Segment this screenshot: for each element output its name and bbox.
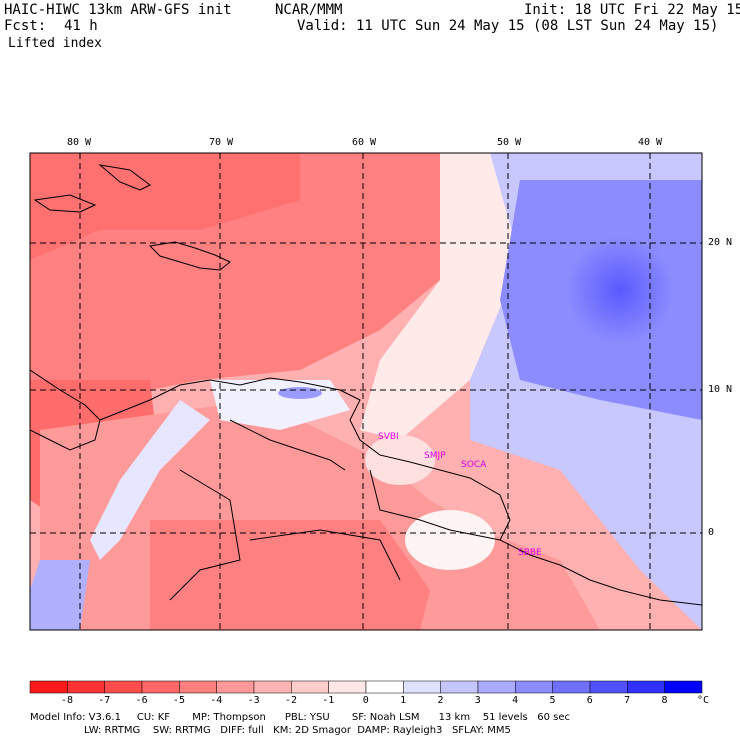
lat-label: 20 N: [708, 237, 733, 248]
colorbar-cell: [515, 680, 553, 694]
lon-label: 70 W: [209, 137, 234, 148]
colorbar-tick-label: 4: [512, 695, 519, 706]
colorbar-cell: [67, 680, 105, 694]
lon-label: 60 W: [352, 137, 377, 148]
colorbar-cell: [627, 680, 665, 694]
map-frame: [29, 152, 703, 631]
lon-label: 50 W: [497, 137, 522, 148]
colorbar-cell: [291, 680, 329, 694]
colorbar-cell: [552, 680, 591, 694]
station-label: SVBI: [378, 432, 399, 442]
colorbar-tick-label: -3: [247, 695, 260, 706]
field-shading: [30, 153, 702, 630]
coastlines: [30, 164, 702, 606]
colorbar-tick-label: -4: [210, 695, 223, 706]
lat-lon-grid: [30, 153, 702, 630]
valid-time: Valid: 11 UTC Sun 24 May 15 (08 LST Sun …: [297, 18, 719, 34]
colorbar-tick-label: 2: [437, 695, 444, 706]
colorbar-cell: [253, 680, 292, 694]
colorbar-tick-label: 8: [661, 695, 668, 706]
colorbar-tick-label: -8: [60, 695, 73, 706]
model-info-line2: LW: RRTMG SW: RRTMG DIFF: full KM: 2D Sm…: [30, 725, 511, 736]
colorbar-tick-label: 0: [362, 695, 369, 706]
colorbar: [29, 680, 703, 694]
lat-label: 0: [708, 527, 715, 538]
init-time: Init: 18 UTC Fri 22 May 15: [524, 2, 740, 18]
colorbar-cell: [29, 680, 68, 694]
colorbar-cell: [477, 680, 516, 694]
forecast-hour: 41 h: [64, 18, 98, 34]
colorbar-cell: [104, 680, 143, 694]
colorbar-tick-label: -2: [284, 695, 297, 706]
lat-label: 10 N: [708, 384, 733, 395]
model-title: HAIC-HIWC 13km ARW-GFS init: [4, 2, 232, 18]
lon-label: 80 W: [67, 137, 92, 148]
colorbar-cell: [365, 680, 404, 694]
org-label: NCAR/MMM: [275, 2, 343, 18]
colorbar-unit: °C: [697, 695, 710, 706]
station-label: SMJP: [424, 451, 446, 461]
model-info-line1: Model Info: V3.6.1 CU: KF MP: Thompson P…: [30, 712, 570, 723]
colorbar-tick-label: -7: [98, 695, 111, 706]
forecast-label: Fcst:: [4, 18, 47, 34]
colorbar-tick-label: 3: [474, 695, 481, 706]
colorbar-cell: [589, 680, 628, 694]
colorbar-tick-label: 5: [549, 695, 556, 706]
colorbar-tick-label: 1: [400, 695, 407, 706]
colorbar-cell: [664, 680, 703, 694]
field-name: Lifted index: [8, 36, 102, 51]
colorbar-cell: [403, 680, 441, 694]
colorbar-cell: [179, 680, 217, 694]
colorbar-tick-label: 6: [586, 695, 593, 706]
colorbar-cell: [440, 680, 479, 694]
station-label: SBBE: [518, 548, 542, 558]
lon-label: 40 W: [638, 137, 663, 148]
colorbar-cell: [141, 680, 180, 694]
colorbar-tick-label: -1: [322, 695, 335, 706]
colorbar-tick-label: -6: [135, 695, 148, 706]
colorbar-cell: [216, 680, 255, 694]
colorbar-tick-label: -5: [172, 695, 185, 706]
station-label: SOCA: [461, 460, 487, 470]
colorbar-tick-label: 7: [624, 695, 631, 706]
colorbar-cell: [328, 680, 367, 694]
